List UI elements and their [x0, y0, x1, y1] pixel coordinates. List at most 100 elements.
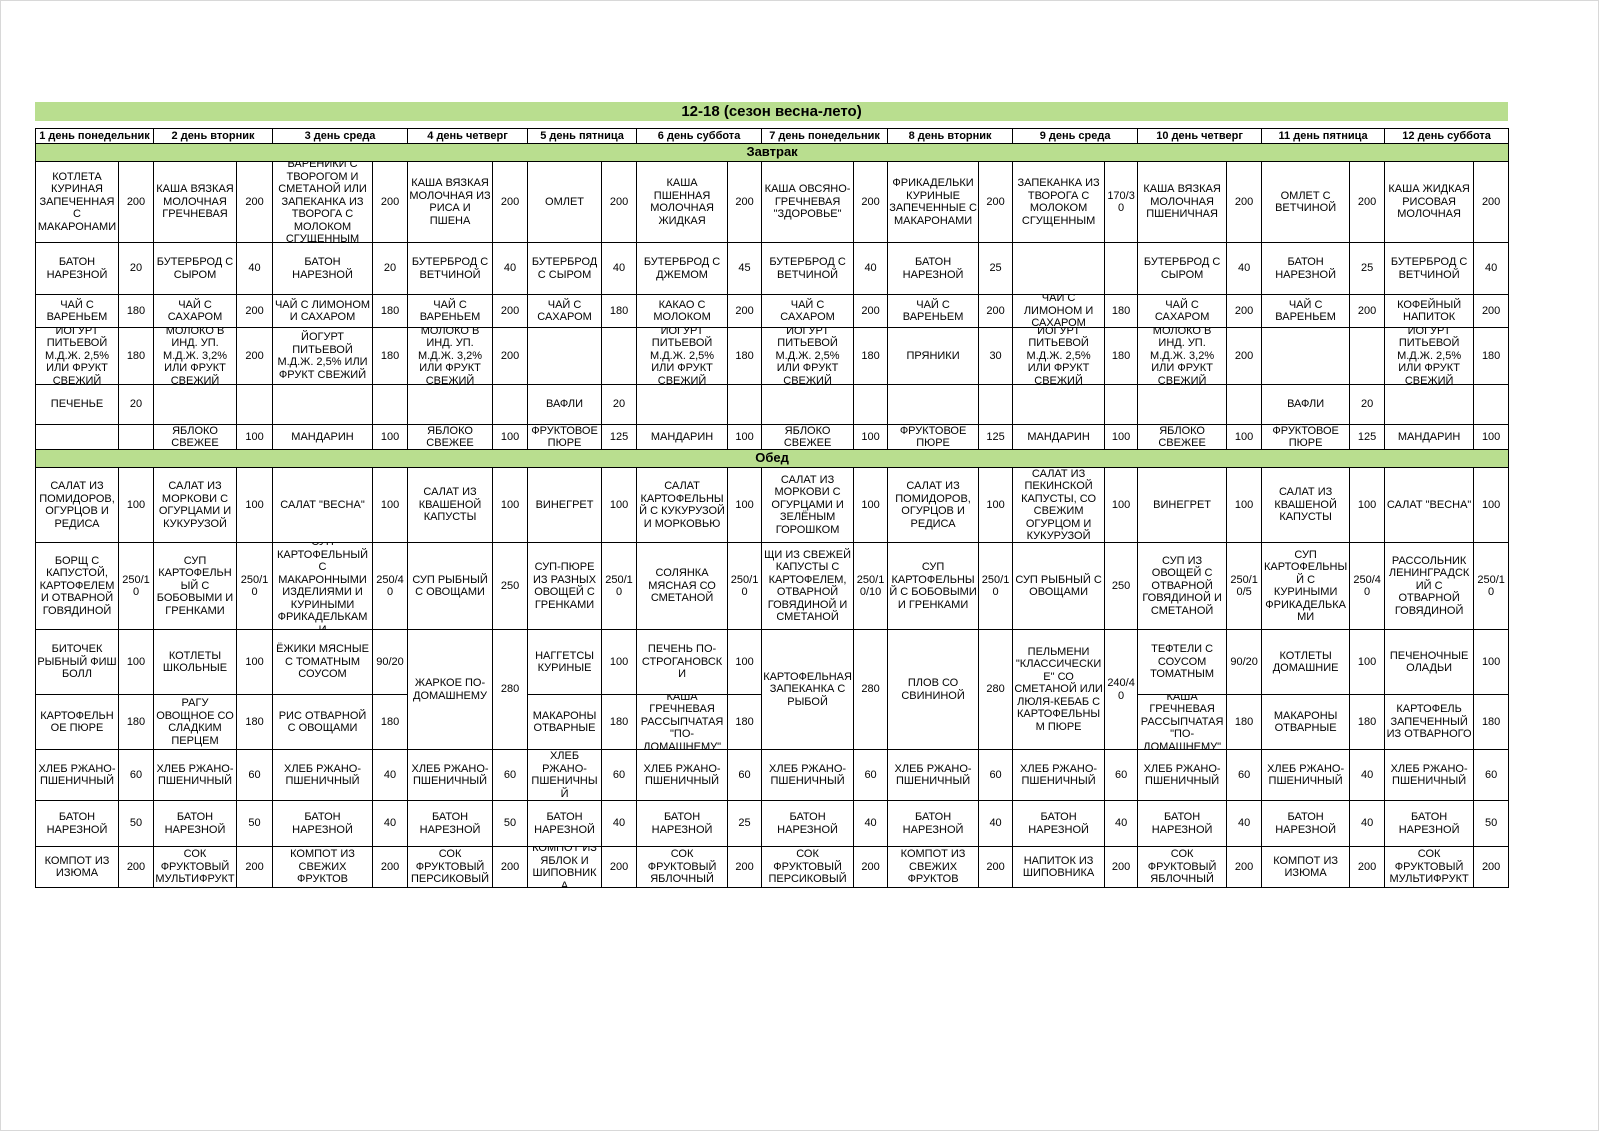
amount-cell: 100 [1226, 467, 1263, 543]
amount-cell-text: 200 [1234, 304, 1254, 317]
amount-cell-text: 100 [1234, 430, 1254, 443]
dish-cell: ХЛЕБ РЖАНО-ПШЕНИЧНЫЙ [1012, 749, 1106, 801]
amount-cell: 200 [372, 846, 409, 888]
amount-cell: 100 [853, 424, 889, 450]
dish-cell-text: МАКАРОНЫ ОТВАРНЫЕ [532, 709, 597, 735]
dish-cell-text: БАТОН НАРЕЗНОЙ [46, 811, 108, 836]
table-row: САЛАТ ИЗ ПОМИДОРОВ, ОГУРЦОВ И РЕДИСА 100 С… [35, 467, 1510, 543]
dish-cell-text: САЛАТ ИЗ КВАШЕНОЙ КАПУСТЫ [1274, 486, 1337, 524]
amount-cell: 40 [1104, 800, 1139, 847]
dish-cell-text: КАША ОВСЯНО-ГРЕЧНЕВАЯ "ЗДОРОВЬЕ" [764, 183, 851, 221]
dish-cell-text: БАТОН НАРЕЗНОЙ [1275, 811, 1336, 836]
dish-cell-text: ВИНЕГРЕТ [1153, 498, 1212, 511]
amount-cell-text: 180 [609, 715, 629, 728]
amount-cell-text: 180 [735, 715, 754, 728]
dish-cell: БАТОН НАРЕЗНОЙ [272, 800, 374, 847]
dish-cell: КАРТОФЕЛЬ ЗАПЕЧЕННЫЙ ИЗ ОТВАРНОГО [1384, 694, 1475, 750]
amount-cell: 180 [1104, 327, 1139, 385]
section-header: Обед [34, 449, 1510, 468]
amount-cell: 60 [727, 749, 763, 801]
dish-cell [1012, 242, 1106, 295]
dish-cell [272, 384, 374, 425]
dish-cell-text: СОК ФРУКТОВЫЙ МУЛЬТИФРУКТ [1389, 848, 1469, 886]
dish-cell: ФРУКТОВОЕ ПЮРЕ [1261, 424, 1351, 450]
dish-cell-text: НАГГЕТСЫ КУРИНЫЕ [535, 649, 594, 675]
dish-cell: КАША ГРЕЧНЕВАЯ РАССЫПЧАТАЯ "ПО-ДОМАШНЕМУ… [636, 694, 729, 750]
dish-cell: БУТЕРБРОД С СЫРОМ [527, 242, 603, 295]
dish-cell-text: ФРУКТОВОЕ ПЮРЕ [1272, 425, 1339, 449]
amount-cell: 180 [118, 694, 154, 750]
amount-cell-text: 200 [1357, 860, 1377, 873]
day-header-text: 12 день суббота [1402, 129, 1491, 142]
amount-cell: 20 [118, 242, 154, 295]
amount-cell: 60 [853, 749, 889, 801]
section-header-text: Завтрак [746, 144, 798, 160]
dish-cell: БУТЕРБРОД С СЫРОМ [1137, 242, 1228, 295]
amount-cell: 40 [1226, 242, 1263, 295]
amount-cell-text: 280 [500, 683, 520, 696]
dish-cell: ТЕФТЕЛИ С СОУСОМ ТОМАТНЫМ [1137, 629, 1228, 695]
dish-cell-text: СОК ФРУКТОВЫЙ ПЕРСИКОВЫЙ [410, 848, 490, 886]
dish-cell: КОМПОТ ИЗ ИЗЮМА [35, 846, 119, 888]
dish-cell: МОЛОКО В ИНД. УП. М.Д.Ж. 3,2% ИЛИ ФРУКТ … [407, 327, 494, 385]
dish-cell: СОК ФРУКТОВЫЙ ПЕРСИКОВЫЙ [407, 846, 494, 888]
dish-cell-text: БУТЕРБРОД С СЫРОМ [531, 256, 598, 281]
amount-cell: 200 [853, 294, 889, 328]
dish-cell-text: ХЛЕБ РЖАНО-ПШЕНИЧНЫЙ [411, 762, 489, 788]
dish-cell-text: РАССОЛЬНИК ЛЕНИНГРАДСКИЙ С ОТВАРНОЙ ГОВЯ… [1388, 554, 1470, 617]
amount-cell-text: 180 [126, 349, 146, 362]
amount-cell-text: 170/30 [1107, 189, 1135, 215]
amount-cell: 200 [372, 161, 409, 243]
dish-cell: БУТЕРБРОД С ВЕТЧИНОЙ [1384, 242, 1475, 295]
amount-cell-text: 20 [383, 262, 397, 275]
dish-cell-text: КОТЛЕТЫ ШКОЛЬНЫЕ [162, 649, 228, 675]
day-header-text: 11 день пятница [1278, 129, 1368, 142]
dish-cell: БАТОН НАРЕЗНОЙ [272, 242, 374, 295]
amount-cell-text: 60 [503, 768, 517, 781]
dish-cell: СУП РЫБНЫЙ С ОВОЩАМИ [407, 542, 494, 630]
dish-cell-text: БАТОН НАРЕЗНОЙ [651, 811, 713, 836]
amount-cell-text: 250/40 [376, 573, 404, 599]
amount-cell-text: 40 [1237, 262, 1251, 275]
dish-cell: БАТОН НАРЕЗНОЙ [153, 800, 237, 847]
dish-cell-text: САЛАТ "ВЕСНА" [280, 498, 365, 511]
amount-cell-text: 100 [735, 498, 754, 511]
amount-cell-text: 100 [1481, 498, 1501, 511]
amount-cell-text: 40 [612, 817, 626, 830]
amount-cell-text: 100 [500, 430, 520, 443]
amount-cell: 40 [235, 242, 274, 295]
dish-cell [887, 384, 980, 425]
amount-cell: 100 [1349, 467, 1386, 543]
dish-cell-text: САЛАТ КАРТОФЕЛЬНЫЙ С КУКУРУЗОЙ И МОРКОВЬ… [639, 480, 725, 530]
dish-cell: СУП КАРТОФЕЛЬНЫЙ С БОБОВЫМИ И ГРЕНКАМИ [887, 542, 980, 630]
amount-cell-text: 90/20 [1230, 655, 1258, 668]
amount-cell-text: 200 [500, 349, 520, 362]
dish-cell: БОРЩ С КАПУСТОЙ, КАРТОФЕЛЕМ И ОТВАРНОЙ Г… [35, 542, 119, 630]
dish-cell-text: СУП-ПЮРЕ ИЗ РАЗНЫХ ОВОЩЕЙ С ГРЕНКАМИ [532, 561, 597, 611]
dish-cell: ЧАЙ С САХАРОМ [761, 294, 855, 328]
dish-cell [153, 384, 237, 425]
table-row: ЙОГУРТ ПИТЬЕВОЙ М.Д.Ж. 2,5% ИЛИ ФРУКТ СВ… [35, 327, 1510, 385]
amount-cell: 125 [601, 424, 638, 450]
dish-cell-text: БУТЕРБРОД С СЫРОМ [1143, 256, 1221, 281]
day-header-text: 5 день пятница [540, 129, 624, 142]
amount-cell [727, 384, 763, 425]
dish-cell-text: КАША ВЯЗКАЯ МОЛОЧНАЯ ИЗ РИСА И ПШЕНА [409, 177, 491, 227]
amount-cell [372, 384, 409, 425]
dish-cell-text: СУП ИЗ ОВОЩЕЙ С ОТВАРНОЙ ГОВЯДИНОЙ И СМЕ… [1142, 554, 1222, 617]
table-row: КОТЛЕТА КУРИНАЯ ЗАПЕЧЕННАЯ С МАКАРОНАМИ 2… [35, 161, 1510, 243]
amount-cell-text: 100 [861, 498, 880, 511]
amount-cell-text: 20 [129, 262, 143, 275]
amount-cell: 180 [1349, 694, 1386, 750]
amount-cell: 50 [492, 800, 529, 847]
amount-cell: 250/10/5 [1226, 542, 1263, 630]
dish-cell-text: МАНДАРИН [1397, 430, 1461, 443]
dish-cell-text: КОМПОТ ИЗ ЯБЛОК И ШИПОВНИКА [532, 847, 597, 887]
dish-cell: ОМЛЕТ [527, 161, 603, 243]
dish-cell: ПЕЧЕНЬ ПО-СТРОГАНОВСКИ [636, 629, 729, 695]
amount-cell: 200 [853, 161, 889, 243]
dish-cell: ФРУКТОВОЕ ПЮРЕ [527, 424, 603, 450]
dish-cell-text: РИС ОТВАРНОЙ С ОВОЩАМИ [278, 709, 367, 735]
amount-cell-text: 180 [380, 715, 400, 728]
